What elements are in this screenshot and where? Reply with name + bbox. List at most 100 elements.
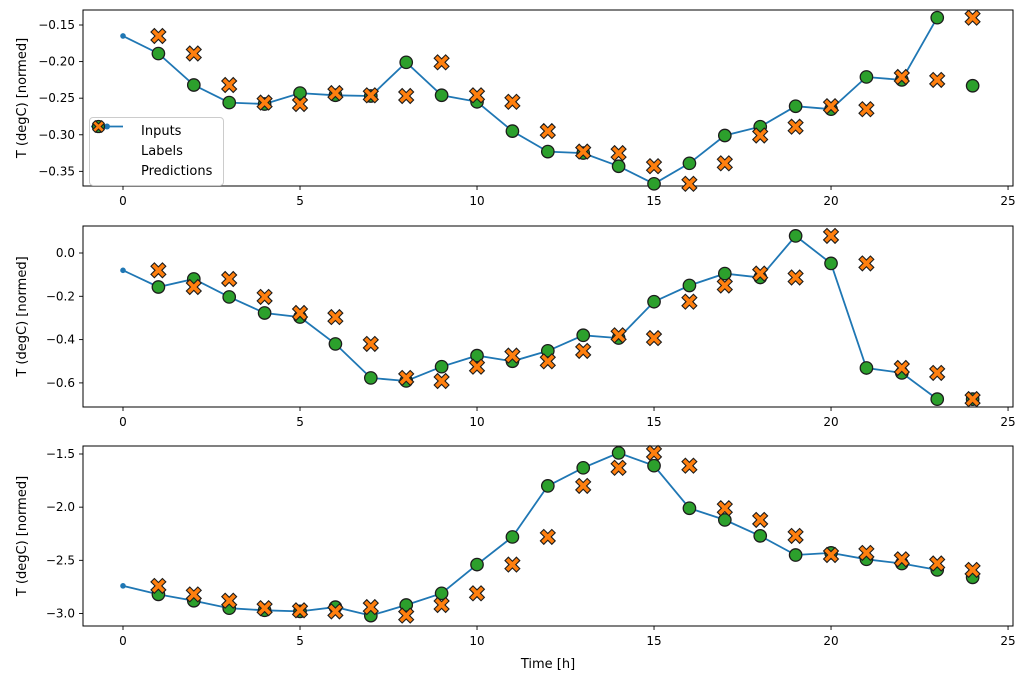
label-marker [682, 501, 697, 516]
prediction-marker [964, 9, 981, 26]
label-marker [965, 78, 980, 93]
label-marker [151, 46, 166, 61]
label-marker [682, 156, 697, 171]
legend-item-inputs: Inputs [91, 123, 212, 140]
prediction-marker [787, 118, 804, 135]
prediction-marker [185, 586, 203, 603]
label-marker [222, 95, 237, 110]
prediction-marker [787, 269, 804, 286]
y-tick-label: −0.6 [46, 376, 75, 390]
axes-box [82, 9, 1014, 187]
prediction-marker [362, 87, 380, 104]
prediction-marker [610, 327, 627, 344]
y-tick-label: −2.5 [46, 553, 75, 567]
x-tick-label: 20 [823, 634, 838, 648]
y-axis-title: T (degC) [normed] [15, 256, 30, 377]
label-marker [647, 458, 661, 473]
label-marker [859, 361, 874, 375]
label-marker [930, 10, 945, 25]
prediction-marker [468, 585, 486, 602]
label-marker [399, 55, 414, 70]
label-marker [399, 598, 414, 612]
label-marker [540, 344, 555, 358]
y-tick-label: −0.30 [38, 128, 75, 142]
label-marker [470, 557, 484, 572]
prediction-marker [327, 84, 344, 102]
label-marker [930, 392, 945, 406]
legend-label-inputs: Inputs [141, 124, 182, 139]
orange-x-icon [91, 119, 132, 180]
prediction-marker [291, 304, 309, 322]
prediction-marker [822, 227, 840, 245]
prediction-marker [893, 551, 911, 568]
label-marker [470, 348, 484, 363]
label-marker [824, 256, 838, 271]
axes-box [82, 445, 1014, 627]
prediction-marker [256, 599, 273, 617]
prediction-marker [504, 93, 521, 111]
prediction-marker [291, 602, 309, 619]
y-tick-label: −3.0 [46, 607, 75, 621]
prediction-marker [893, 68, 911, 86]
prediction-marker [610, 144, 627, 162]
label-marker [505, 124, 520, 138]
legend-label-labels: Labels [141, 144, 183, 159]
label-marker [328, 337, 343, 351]
prediction-marker [716, 155, 734, 172]
prediction-marker [433, 54, 450, 71]
y-tick-label: −0.35 [38, 164, 75, 178]
inputs-line [122, 234, 938, 400]
prediction-marker [751, 265, 769, 282]
prediction-marker [681, 457, 698, 474]
inputs-line [122, 17, 938, 185]
prediction-marker [858, 100, 875, 118]
label-marker [859, 70, 874, 84]
subplot-1: −0.15 −0.20 −0.25 −0.30 −0.35 0 5 10 15 20 25 T (de… [15, 9, 1016, 208]
prediction-marker [185, 278, 203, 296]
label-marker [434, 359, 449, 374]
prediction-marker [928, 555, 946, 572]
green-circle-icon [91, 119, 132, 160]
prediction-marker [504, 556, 521, 573]
x-tick-label: 0 [119, 634, 127, 648]
label-marker [186, 78, 201, 92]
prediction-marker [468, 87, 486, 104]
prediction-marker [964, 561, 981, 579]
label-marker [257, 306, 272, 320]
x-tick-label: 10 [469, 194, 484, 208]
prediction-marker [645, 444, 663, 462]
label-marker [647, 176, 661, 191]
prediction-marker [220, 592, 238, 609]
prediction-marker [645, 157, 663, 175]
prediction-marker [928, 364, 946, 382]
label-marker [576, 460, 591, 475]
x-tick-label: 25 [1000, 194, 1015, 208]
legend-item-labels: Labels [91, 119, 212, 160]
inputs-line [122, 451, 938, 617]
prediction-marker [397, 87, 415, 105]
prediction-marker [327, 308, 344, 326]
prediction-marker [822, 546, 840, 564]
prediction-marker [574, 342, 592, 360]
prediction-marker [858, 255, 875, 272]
prediction-marker [539, 528, 557, 546]
legend-item-predictions: Predictions [91, 119, 212, 180]
y-axis-title: T (degC) [normed] [15, 476, 30, 597]
y-tick-label: −0.20 [38, 55, 75, 69]
prediction-marker [256, 94, 273, 111]
x-tick-label: 0 [119, 415, 127, 429]
prediction-marker [822, 97, 840, 115]
x-tick-label: 15 [646, 415, 661, 429]
x-tick-label: 25 [1000, 634, 1015, 648]
x-axis-title: Time [h] [520, 657, 575, 672]
x-tick-label: 15 [646, 634, 661, 648]
label-marker [434, 88, 449, 103]
x-tick-label: 5 [296, 634, 304, 648]
y-axis-title: T (degC) [normed] [15, 38, 30, 159]
prediction-marker [751, 511, 769, 529]
y-tick-label: −0.25 [38, 91, 75, 105]
prediction-marker [574, 477, 592, 495]
prediction-marker [681, 175, 698, 193]
label-marker [434, 586, 449, 601]
prediction-marker [539, 353, 557, 370]
